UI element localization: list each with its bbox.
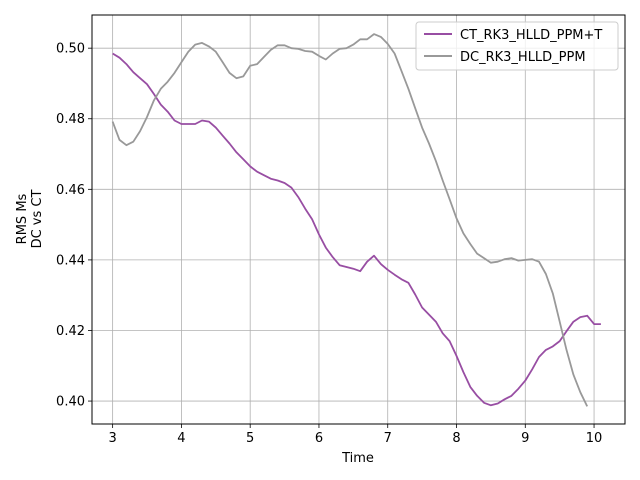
- legend-box: [415, 21, 619, 71]
- x-tick-label: 4: [177, 431, 185, 446]
- x-tick-label: 5: [246, 431, 254, 446]
- series-layer: [111, 33, 601, 407]
- legend-label-ct: CT_RK3_HLLD_PPM+T: [460, 28, 602, 43]
- y-tick-label: 0.48: [56, 112, 85, 127]
- y-tick-label: 0.40: [56, 395, 85, 410]
- y-tick-label: 0.46: [56, 183, 85, 198]
- axis-ticks: 3 4 5 6 7 8 9 10 0.40 0.42 0.44 0.46 0.48 0.50: [56, 42, 602, 446]
- x-tick-label: 3: [108, 431, 116, 446]
- series-line-1: [111, 33, 589, 407]
- legend-label-dc: DC_RK3_HLLD_PPM: [460, 50, 586, 65]
- y-tick-label: 0.44: [56, 253, 85, 268]
- x-tick-label: 7: [384, 431, 392, 446]
- y-axis-label-line-2: DC vs CT: [30, 190, 45, 249]
- y-tick-label: 0.42: [56, 324, 85, 339]
- plot-frame: [91, 14, 626, 425]
- x-tick-label: 8: [452, 431, 460, 446]
- x-axis-label: Time: [341, 451, 374, 466]
- series-line-0: [112, 52, 601, 407]
- x-tick-label: 6: [315, 431, 323, 446]
- x-tick-label: 10: [586, 431, 603, 446]
- y-tick-label: 0.50: [56, 42, 85, 57]
- legend: CT_RK3_HLLD_PPM+T DC_RK3_HLLD_PPM: [415, 21, 619, 71]
- x-tick-label: 9: [521, 431, 529, 446]
- y-axis-label-line-1: RMS Ms: [15, 193, 30, 244]
